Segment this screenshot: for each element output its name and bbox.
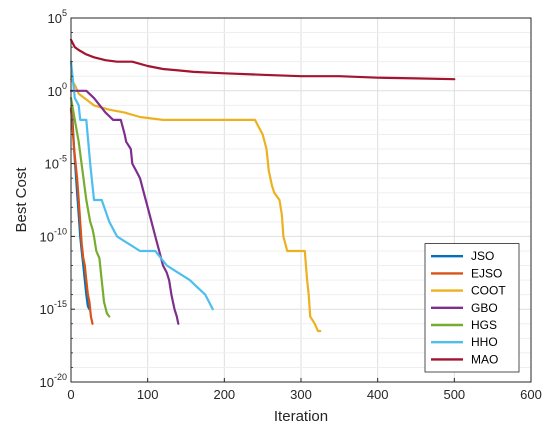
series-line-hgs [69, 96, 111, 318]
legend-label-ejso: EJSO [471, 266, 502, 280]
x-axis-ticks: 0 100 200 300 400 500 600 [67, 378, 542, 402]
y-axis-label: Best Cost [13, 167, 30, 233]
legend-label-gbo: GBO [471, 301, 498, 315]
x-tick-label: 100 [137, 387, 159, 402]
x-tick-label: 600 [520, 387, 542, 402]
legend-label-hho: HHO [471, 335, 498, 349]
x-tick-label: 200 [213, 387, 235, 402]
legend: JSO EJSO COOT GBO HGS HHO MAO [424, 243, 520, 373]
y-tick-label: 105 [48, 8, 67, 26]
y-tick-label: 10-10 [40, 226, 67, 244]
legend-label-mao: MAO [471, 352, 498, 366]
y-tick-label: 10-5 [45, 154, 67, 172]
series-line-hho [69, 60, 214, 311]
x-axis-label: Iteration [274, 408, 328, 425]
y-tick-label: 10-20 [40, 372, 67, 390]
x-tick-label: 500 [443, 387, 465, 402]
x-tick-label: 0 [67, 387, 74, 402]
y-tick-label: 100 [48, 81, 67, 99]
legend-label-hgs: HGS [471, 318, 497, 332]
series-line-mao [69, 38, 456, 81]
series-layer [69, 38, 456, 333]
x-tick-label: 400 [367, 387, 389, 402]
series-line-ejso [69, 107, 94, 325]
legend-label-coot: COOT [471, 284, 506, 298]
x-tick-label: 300 [290, 387, 312, 402]
legend-label-jso: JSO [471, 249, 494, 263]
series-line-gbo [69, 89, 180, 325]
y-axis-ticks: 10-20 10-15 10-10 10-5 100 105 [40, 8, 75, 390]
y-tick-label: 10-15 [40, 299, 67, 317]
